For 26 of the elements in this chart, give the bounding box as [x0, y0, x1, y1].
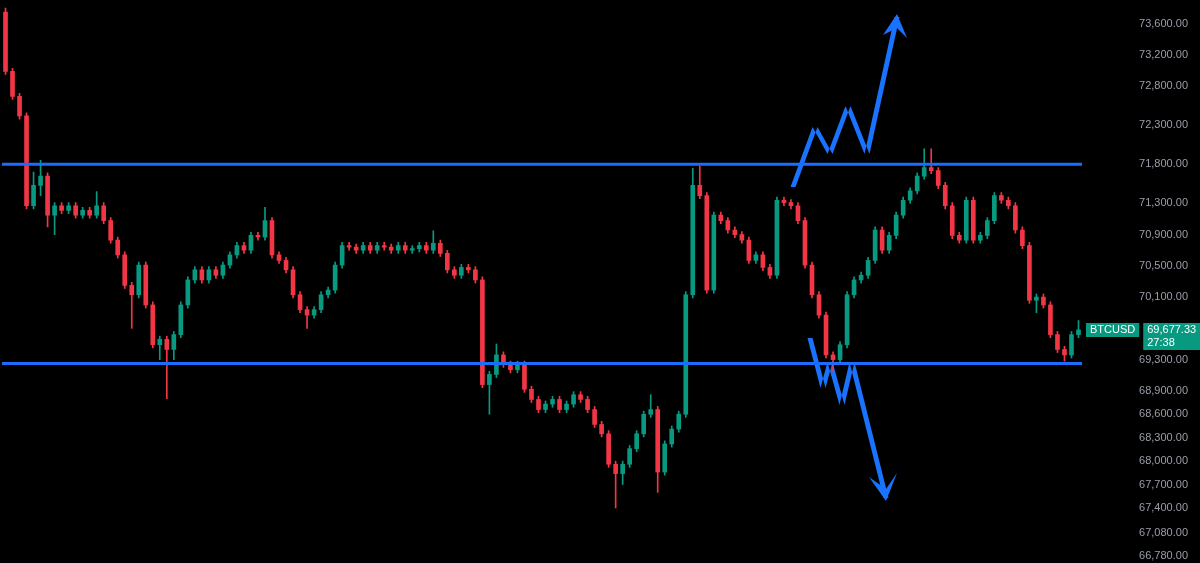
y-tick-label: 70,100.00 — [1139, 290, 1188, 303]
y-tick-label: 68,900.00 — [1139, 383, 1188, 396]
y-tick-label: 73,600.00 — [1139, 16, 1188, 29]
y-tick-label: 71,800.00 — [1139, 157, 1188, 170]
candlestick — [157, 335, 163, 360]
candlestick — [648, 394, 654, 418]
text: 27:38 — [1147, 336, 1175, 349]
y-tick-label: 67,400.00 — [1139, 501, 1188, 514]
y-tick-label: 67,080.00 — [1139, 526, 1188, 538]
y-tick-label: 68,000.00 — [1139, 454, 1188, 467]
y-tick-label: 69,300.00 — [1139, 352, 1188, 365]
text: BTCUSD — [1090, 322, 1136, 335]
y-tick-label: 71,300.00 — [1139, 196, 1188, 209]
candlestick — [164, 335, 170, 399]
y-tick-label: 72,300.00 — [1139, 118, 1188, 131]
candlestick — [381, 242, 387, 251]
y-tick-label: 72,800.00 — [1139, 79, 1188, 92]
y-tick-label: 67,700.00 — [1139, 477, 1188, 490]
y-tick-label: 73,200.00 — [1139, 48, 1188, 61]
y-tick-label: 70,900.00 — [1139, 227, 1188, 240]
candlestick — [129, 281, 135, 329]
y-tick-label: 68,600.00 — [1139, 407, 1188, 420]
y-tick-label: 70,500.00 — [1139, 258, 1188, 271]
text: 69,677.33 — [1147, 322, 1197, 335]
y-tick-label: 68,300.00 — [1139, 430, 1188, 443]
y-tick-label: 66,780.00 — [1139, 549, 1188, 562]
